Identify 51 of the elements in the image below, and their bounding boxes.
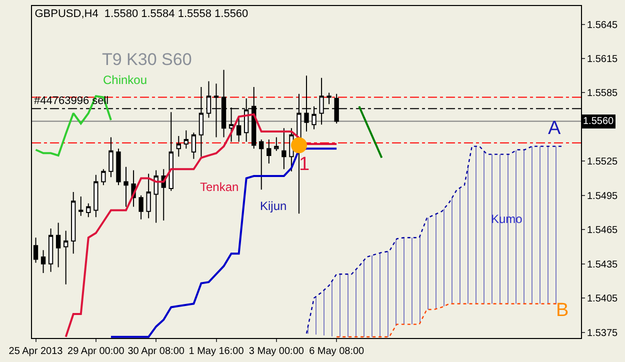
annotation: Kijun bbox=[260, 199, 287, 213]
candlestick bbox=[71, 191, 76, 254]
x-tick-label: 1 May 16:00 bbox=[188, 346, 244, 357]
candlestick bbox=[184, 130, 189, 150]
annotation: B bbox=[556, 300, 569, 321]
candlestick bbox=[236, 117, 242, 142]
candlestick bbox=[138, 194, 144, 220]
x-tick-label: 30 Apr 08:00 bbox=[128, 346, 185, 357]
y-tick-label: 1.5435 bbox=[587, 259, 618, 270]
y-tick-label: 1.5405 bbox=[587, 294, 618, 305]
candlestick bbox=[282, 128, 286, 170]
candlestick bbox=[326, 92, 332, 105]
candlestick bbox=[64, 230, 68, 285]
annotation: Tenkan bbox=[200, 180, 239, 194]
candlestick bbox=[40, 250, 46, 274]
line-series bbox=[64, 113, 338, 338]
candlestick bbox=[168, 112, 174, 192]
candlestick bbox=[94, 174, 98, 218]
candlestick bbox=[56, 222, 61, 268]
candlestick bbox=[48, 228, 54, 272]
y-tick-label: 1.5645 bbox=[587, 20, 618, 31]
candlestick bbox=[78, 196, 84, 216]
line-series bbox=[34, 95, 112, 156]
annotation: Chinkou bbox=[103, 73, 148, 87]
candlestick bbox=[86, 202, 91, 218]
y-tick-label: 1.5585 bbox=[587, 88, 618, 100]
x-tick-label: 6 May 08:00 bbox=[309, 346, 365, 357]
annotation: T9 K30 S60 bbox=[102, 50, 192, 69]
annotation: 1 bbox=[299, 154, 310, 175]
y-tick-label: 1.5375 bbox=[587, 328, 618, 339]
candlestick bbox=[108, 136, 114, 178]
y-tick-label: 1.5615 bbox=[587, 54, 618, 65]
chart-title: GBPUSD,H4 1.5580 1.5584 1.5558 1.5560 bbox=[34, 8, 248, 20]
candlestick bbox=[154, 170, 158, 224]
candlestick bbox=[176, 136, 181, 158]
candlestick bbox=[191, 132, 196, 160]
candlestick bbox=[274, 136, 279, 152]
y-tick-label: 1.5525 bbox=[587, 156, 618, 168]
candlestick bbox=[116, 148, 121, 186]
x-tick-label: 25 Apr 2013 bbox=[8, 346, 64, 357]
x-tick-label: 29 Apr 00:00 bbox=[68, 346, 125, 357]
candlestick bbox=[259, 138, 264, 190]
annotation: A bbox=[548, 118, 561, 139]
candlestick bbox=[266, 138, 272, 164]
y-tick-label: 1.5495 bbox=[587, 190, 618, 202]
candlestick bbox=[124, 166, 128, 208]
candlestick bbox=[101, 168, 106, 186]
candlestick bbox=[146, 173, 151, 219]
ref-line-label: 1.5560 bbox=[583, 116, 614, 127]
y-tick-label: 1.5465 bbox=[587, 225, 618, 236]
x-tick-label: 3 May 00:00 bbox=[248, 346, 304, 357]
